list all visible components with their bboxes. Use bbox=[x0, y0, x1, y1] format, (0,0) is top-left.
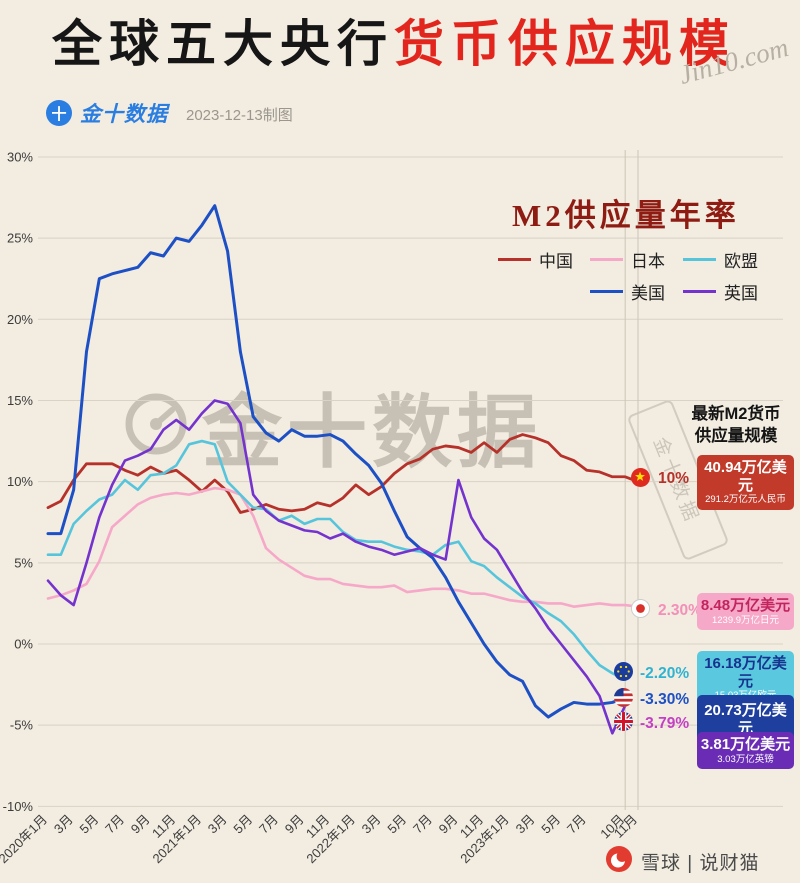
svg-text:5月: 5月 bbox=[538, 812, 563, 837]
svg-text:10%: 10% bbox=[7, 474, 33, 489]
svg-text:2021年1月: 2021年1月 bbox=[149, 812, 204, 867]
svg-text:11月: 11月 bbox=[303, 812, 332, 841]
chart-date-note: 2023-12-13制图 bbox=[186, 107, 293, 124]
legend-swatch-eu bbox=[683, 257, 716, 261]
legend-label-us: 美国 bbox=[631, 283, 665, 303]
legend-label-japan: 日本 bbox=[631, 251, 665, 271]
japan-flag-icon bbox=[631, 599, 650, 618]
svg-text:2023年1月: 2023年1月 bbox=[457, 812, 512, 867]
svg-text:11月: 11月 bbox=[457, 812, 486, 841]
svg-text:-10%: -10% bbox=[3, 799, 34, 814]
svg-text:9月: 9月 bbox=[282, 812, 307, 837]
center-watermark-text: 金十数据 bbox=[202, 388, 542, 477]
svg-text:5月: 5月 bbox=[77, 812, 102, 837]
svg-text:11月: 11月 bbox=[149, 812, 178, 841]
xueqiu-logo-icon bbox=[606, 846, 632, 877]
svg-text:9月: 9月 bbox=[436, 812, 461, 837]
japan-m2-usd: 8.48万亿美元 bbox=[700, 597, 791, 614]
legend-label-china: 中国 bbox=[539, 251, 573, 271]
credit-text: 雪球 | 说财猫 bbox=[641, 853, 760, 874]
svg-text:30%: 30% bbox=[7, 149, 33, 164]
svg-text:10月: 10月 bbox=[597, 812, 627, 842]
japan-pct-label: 2.30% bbox=[658, 602, 702, 619]
uk-m2-local: 3.03万亿英镑 bbox=[717, 753, 774, 765]
legend-label-uk: 英国 bbox=[724, 283, 758, 303]
svg-text:25%: 25% bbox=[7, 231, 33, 246]
legend-swatch-china bbox=[498, 257, 531, 261]
chart-subtitle: M2供应量年率 bbox=[512, 198, 740, 233]
svg-text:3月: 3月 bbox=[205, 812, 230, 837]
svg-text:7月: 7月 bbox=[102, 812, 127, 837]
legend-item-us: 美国 bbox=[590, 280, 683, 303]
uk-pct-label: -3.79% bbox=[640, 715, 690, 732]
uk-m2-badge: 3.81万亿美元 3.03万亿英镑 bbox=[697, 732, 794, 769]
svg-text:3月: 3月 bbox=[513, 812, 538, 837]
brand-name: 金十数据 bbox=[80, 103, 168, 126]
us-flag-icon bbox=[614, 688, 633, 707]
legend-swatch-uk bbox=[683, 289, 716, 293]
center-watermark: 金十数据 bbox=[124, 368, 542, 484]
svg-text:5月: 5月 bbox=[230, 812, 255, 837]
japan-m2-local: 1239.9万亿日元 bbox=[711, 614, 780, 626]
page-title: 全球五大央行货币供应规模 bbox=[52, 4, 736, 76]
svg-text:20%: 20% bbox=[7, 312, 33, 327]
jin10-logo-icon: 十 bbox=[46, 100, 72, 126]
svg-text:9月: 9月 bbox=[128, 812, 153, 837]
page-title-black: 全球五大央行 bbox=[52, 16, 394, 72]
jin10-watermark-logo-icon bbox=[124, 392, 188, 461]
legend-label-eu: 欧盟 bbox=[724, 251, 758, 271]
svg-text:-5%: -5% bbox=[10, 718, 34, 733]
svg-text:7月: 7月 bbox=[410, 812, 435, 837]
china-m2-usd: 40.94万亿美元 bbox=[704, 459, 787, 494]
legend-swatch-us bbox=[590, 289, 623, 293]
us-pct-label: -3.30% bbox=[640, 691, 690, 708]
legend-item-china: 中国 bbox=[498, 248, 590, 271]
uk-m2-usd: 3.81万亿美元 bbox=[700, 736, 791, 753]
eu-flag-icon bbox=[614, 662, 633, 681]
latest-m2-panel-title: 最新M2货币 供应量规模 bbox=[676, 404, 796, 448]
china-pct-label: 10% bbox=[658, 470, 690, 487]
svg-text:3月: 3月 bbox=[359, 812, 384, 837]
panel-title-line1: 最新M2货币 bbox=[691, 405, 781, 423]
svg-text:7月: 7月 bbox=[564, 812, 589, 837]
uk-flag-icon bbox=[614, 712, 633, 731]
china-m2-local: 291.2万亿元人民币 bbox=[705, 494, 786, 506]
legend-item-uk: 英国 bbox=[683, 280, 779, 303]
china-m2-badge: 40.94万亿美元 291.2万亿元人民币 bbox=[697, 455, 794, 510]
chart-legend: 中国 日本 欧盟美国 英国 bbox=[498, 248, 779, 303]
eu-m2-usd: 16.18万亿美元 bbox=[704, 655, 787, 690]
legend-item-japan: 日本 bbox=[590, 248, 683, 271]
legend-item-eu: 欧盟 bbox=[683, 248, 779, 271]
svg-text:0%: 0% bbox=[14, 637, 33, 652]
svg-text:5%: 5% bbox=[14, 555, 33, 570]
svg-text:3月: 3月 bbox=[51, 812, 76, 837]
eu-pct-label: -2.20% bbox=[640, 665, 690, 682]
svg-text:2022年1月: 2022年1月 bbox=[303, 812, 358, 867]
legend-swatch-japan bbox=[590, 257, 623, 261]
china-flag-icon bbox=[631, 468, 650, 487]
svg-text:15%: 15% bbox=[7, 393, 33, 408]
brand-row: 十 金十数据 2023-12-13制图 bbox=[46, 98, 293, 128]
page-title-red: 货币供应规模 bbox=[394, 16, 736, 72]
panel-title-line2: 供应量规模 bbox=[694, 426, 778, 445]
svg-text:7月: 7月 bbox=[256, 812, 281, 837]
svg-text:5月: 5月 bbox=[384, 812, 409, 837]
svg-text:2020年1月: 2020年1月 bbox=[0, 812, 50, 867]
svg-text:11月: 11月 bbox=[611, 812, 640, 841]
japan-m2-badge: 8.48万亿美元 1239.9万亿日元 bbox=[697, 593, 794, 630]
footer-credit: 雪球 | 说财猫 bbox=[606, 846, 760, 877]
